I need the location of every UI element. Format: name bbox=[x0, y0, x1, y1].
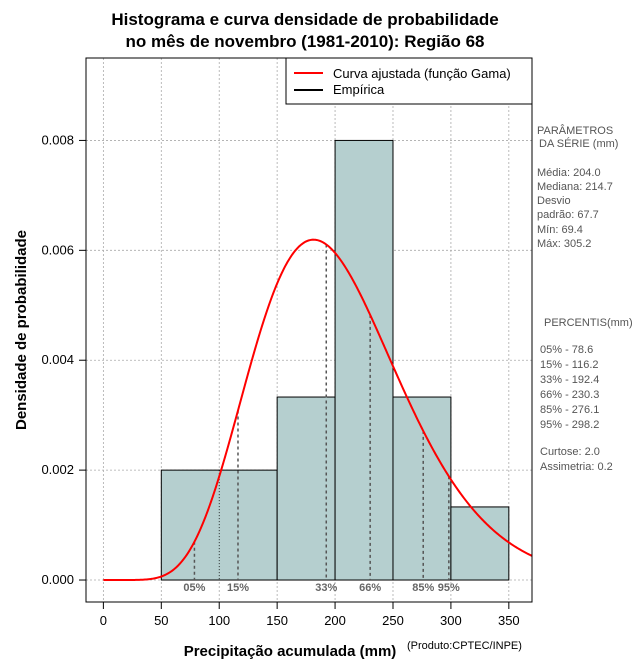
percentile-05: 05% - 78.6 bbox=[540, 344, 593, 356]
params-title-1: PARÂMETROS bbox=[537, 124, 613, 137]
legend-label-fit: Curva ajustada (função Gama) bbox=[333, 66, 511, 81]
percentile-95: 95% - 298.2 bbox=[540, 419, 599, 431]
gamma-fit-curve bbox=[103, 238, 533, 582]
x-tick-label-1: 50 bbox=[154, 613, 168, 628]
x-tick-label-2: 100 bbox=[208, 613, 230, 628]
percentile-label-1: 15% bbox=[227, 582, 249, 594]
product-credit: (Produto:CPTEC/INPE) bbox=[407, 640, 522, 652]
param-curtose: Curtose: 2.0 bbox=[540, 446, 600, 458]
param-min: Mín: 69.4 bbox=[537, 224, 583, 236]
param-media: Média: 204.0 bbox=[537, 167, 601, 179]
percentile-label-0: 05% bbox=[183, 582, 205, 594]
y-tick-label-0: 0.000 bbox=[41, 572, 74, 587]
x-tick-label-0: 0 bbox=[100, 613, 107, 628]
param-desvio-2: padrão: 67.7 bbox=[537, 209, 599, 221]
y-tick-label-2: 0.004 bbox=[41, 352, 74, 367]
percentile-33: 33% - 192.4 bbox=[540, 374, 599, 386]
y-tick-label-1: 0.002 bbox=[41, 462, 74, 477]
histogram-bar-2 bbox=[334, 139, 394, 581]
legend-box bbox=[285, 57, 533, 105]
y-axis: 0.000 0.002 0.004 0.006 0.008 bbox=[41, 132, 86, 587]
x-axis: 0 50 100 150 200 250 300 350 bbox=[100, 602, 520, 628]
x-tick-label-3: 150 bbox=[266, 613, 288, 628]
chart-title-line2: no mês de novembro (1981-2010): Região 6… bbox=[125, 32, 484, 51]
percentile-markers: 05% 15% 33% 66% 85% 95% bbox=[183, 244, 460, 594]
percentis-title: PERCENTIS(mm) bbox=[544, 317, 633, 329]
x-tick-label-5: 250 bbox=[382, 613, 404, 628]
percentiles-panel: PERCENTIS(mm) 05% - 78.6 15% - 116.2 33%… bbox=[540, 317, 633, 473]
x-tick-label-4: 200 bbox=[324, 613, 346, 628]
x-axis-title: Precipitação acumulada (mm) bbox=[184, 643, 397, 660]
histogram-bars bbox=[160, 139, 510, 581]
percentile-label-3: 66% bbox=[359, 582, 381, 594]
params-title-2: DA SÉRIE (mm) bbox=[539, 137, 618, 150]
x-tick-label-6: 300 bbox=[440, 613, 462, 628]
percentile-85: 85% - 276.1 bbox=[540, 404, 599, 416]
gamma-curve-layer bbox=[103, 238, 533, 582]
param-assimetria: Assimetria: 0.2 bbox=[540, 461, 613, 473]
legend: Curva ajustada (função Gama) Empírica bbox=[285, 57, 533, 105]
param-desvio-1: Desvio bbox=[537, 195, 571, 207]
param-max: Máx: 305.2 bbox=[537, 238, 591, 250]
percentile-label-2: 33% bbox=[315, 582, 337, 594]
legend-label-empirical: Empírica bbox=[333, 82, 385, 97]
percentile-label-4: 85% bbox=[412, 582, 434, 594]
param-mediana: Mediana: 214.7 bbox=[537, 181, 613, 193]
percentile-66: 66% - 230.3 bbox=[540, 389, 599, 401]
x-tick-label-7: 350 bbox=[498, 613, 520, 628]
percentile-label-5: 95% bbox=[438, 582, 460, 594]
percentile-15: 15% - 116.2 bbox=[540, 359, 599, 371]
y-tick-label-4: 0.008 bbox=[41, 132, 74, 147]
y-tick-label-3: 0.006 bbox=[41, 242, 74, 257]
series-parameters-panel: PARÂMETROS DA SÉRIE (mm) Média: 204.0 Me… bbox=[537, 124, 618, 250]
histogram-bar-3 bbox=[392, 396, 452, 581]
y-axis-title: Densidade de probabilidade bbox=[13, 230, 30, 430]
chart-title-line1: Histograma e curva densidade de probabil… bbox=[111, 10, 498, 29]
